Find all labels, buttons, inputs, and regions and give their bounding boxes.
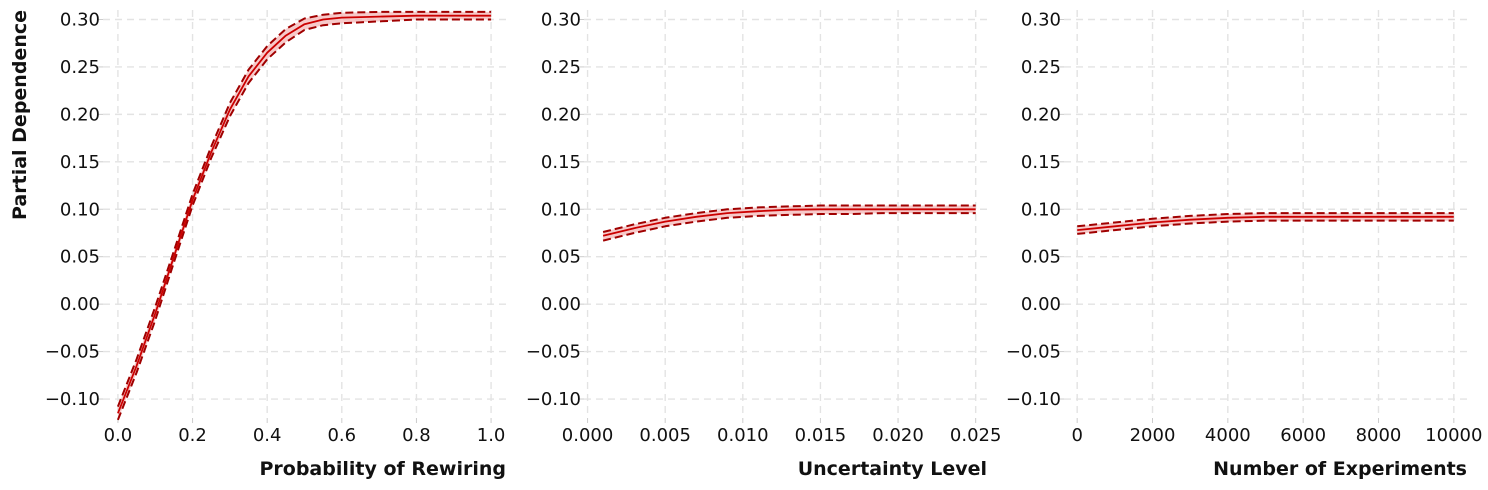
x-tick-label: 0	[1071, 425, 1082, 446]
x-tick-label: 0.0	[104, 425, 133, 446]
y-tick-label: 0.20	[541, 104, 581, 125]
y-tick-label: 0.00	[541, 294, 581, 315]
y-tick-label: −0.10	[45, 389, 100, 410]
upper-bound-line	[116, 10, 492, 407]
y-tick-label: 0.20	[60, 104, 100, 125]
confidence-band	[1077, 213, 1454, 234]
mean-line	[117, 14, 492, 414]
x-tick-label: 0.4	[253, 425, 282, 446]
mean-line	[602, 208, 976, 237]
y-tick-label: −0.10	[526, 389, 581, 410]
y-tick-label: 0.00	[1021, 294, 1061, 315]
y-tick-label: 0.30	[60, 9, 100, 30]
x-tick-label: 0.005	[639, 425, 691, 446]
y-tick-label: 0.05	[60, 247, 100, 268]
x-tick-label: 0.8	[402, 425, 431, 446]
lower-bound-line	[116, 18, 492, 421]
x-tick-label: 2000	[1130, 425, 1176, 446]
x-tick-label: 4000	[1205, 425, 1251, 446]
y-tick-label: 0.10	[60, 199, 100, 220]
x-tick-label: 0.015	[795, 425, 847, 446]
y-tick-label: 0.25	[60, 57, 100, 78]
x-axis-title: Number of Experiments	[1213, 458, 1467, 480]
y-tick-label: 0.00	[60, 294, 100, 315]
upper-bound-line	[1077, 212, 1454, 228]
confidence-band	[603, 205, 976, 241]
x-tick-label: 0.6	[327, 425, 356, 446]
lower-bound-line	[602, 212, 976, 242]
x-tick-label: 10000	[1425, 425, 1482, 446]
y-tick-label: 0.25	[1021, 57, 1061, 78]
y-tick-label: 0.10	[541, 199, 581, 220]
x-tick-label: 6000	[1280, 425, 1326, 446]
y-tick-label: −0.05	[1006, 342, 1061, 363]
panel-uncertainty-level: −0.10 −0.05 0.00 0.05 0.10 0.15 0.20 0.25 0.30 0.…	[526, 9, 1002, 480]
y-axis-title: Partial Dependence	[9, 10, 31, 220]
y-tick-label: 0.15	[60, 152, 100, 173]
mean-line	[1077, 215, 1454, 231]
y-tick-label: −0.10	[1006, 389, 1061, 410]
upper-bound-line	[602, 204, 976, 233]
y-tick-label: 0.05	[541, 247, 581, 268]
y-tick-label: 0.20	[1021, 104, 1061, 125]
x-axis-title: Probability of Rewiring	[259, 458, 506, 480]
y-tick-label: 0.15	[541, 152, 581, 173]
x-tick-label: 0.000	[562, 425, 614, 446]
y-tick-label: 0.25	[541, 57, 581, 78]
y-tick-label: −0.05	[526, 342, 581, 363]
y-tick-label: 0.15	[1021, 152, 1061, 173]
y-tick-label: 0.30	[541, 9, 581, 30]
y-tick-label: 0.10	[1021, 199, 1061, 220]
lower-bound-line	[1077, 219, 1454, 235]
x-tick-label: 0.2	[178, 425, 207, 446]
y-tick-label: 0.30	[1021, 9, 1061, 30]
confidence-band	[117, 11, 492, 420]
x-tick-label: 0.025	[950, 425, 1002, 446]
panel-probability-of-rewiring: −0.10 −0.05 0.00 0.05 0.10 0.15 0.20 0.25 0.30 0.…	[9, 9, 506, 480]
x-tick-label: 0.010	[717, 425, 769, 446]
x-tick-label: 8000	[1356, 425, 1402, 446]
y-tick-label: −0.05	[45, 342, 100, 363]
x-tick-label: 1.0	[477, 425, 506, 446]
x-tick-label: 0.020	[872, 425, 924, 446]
panel-number-of-experiments: −0.10 −0.05 0.00 0.05 0.10 0.15 0.20 0.25 0.30 0 2…	[1006, 9, 1483, 480]
x-axis-title: Uncertainty Level	[798, 458, 987, 480]
y-tick-label: 0.05	[1021, 247, 1061, 268]
